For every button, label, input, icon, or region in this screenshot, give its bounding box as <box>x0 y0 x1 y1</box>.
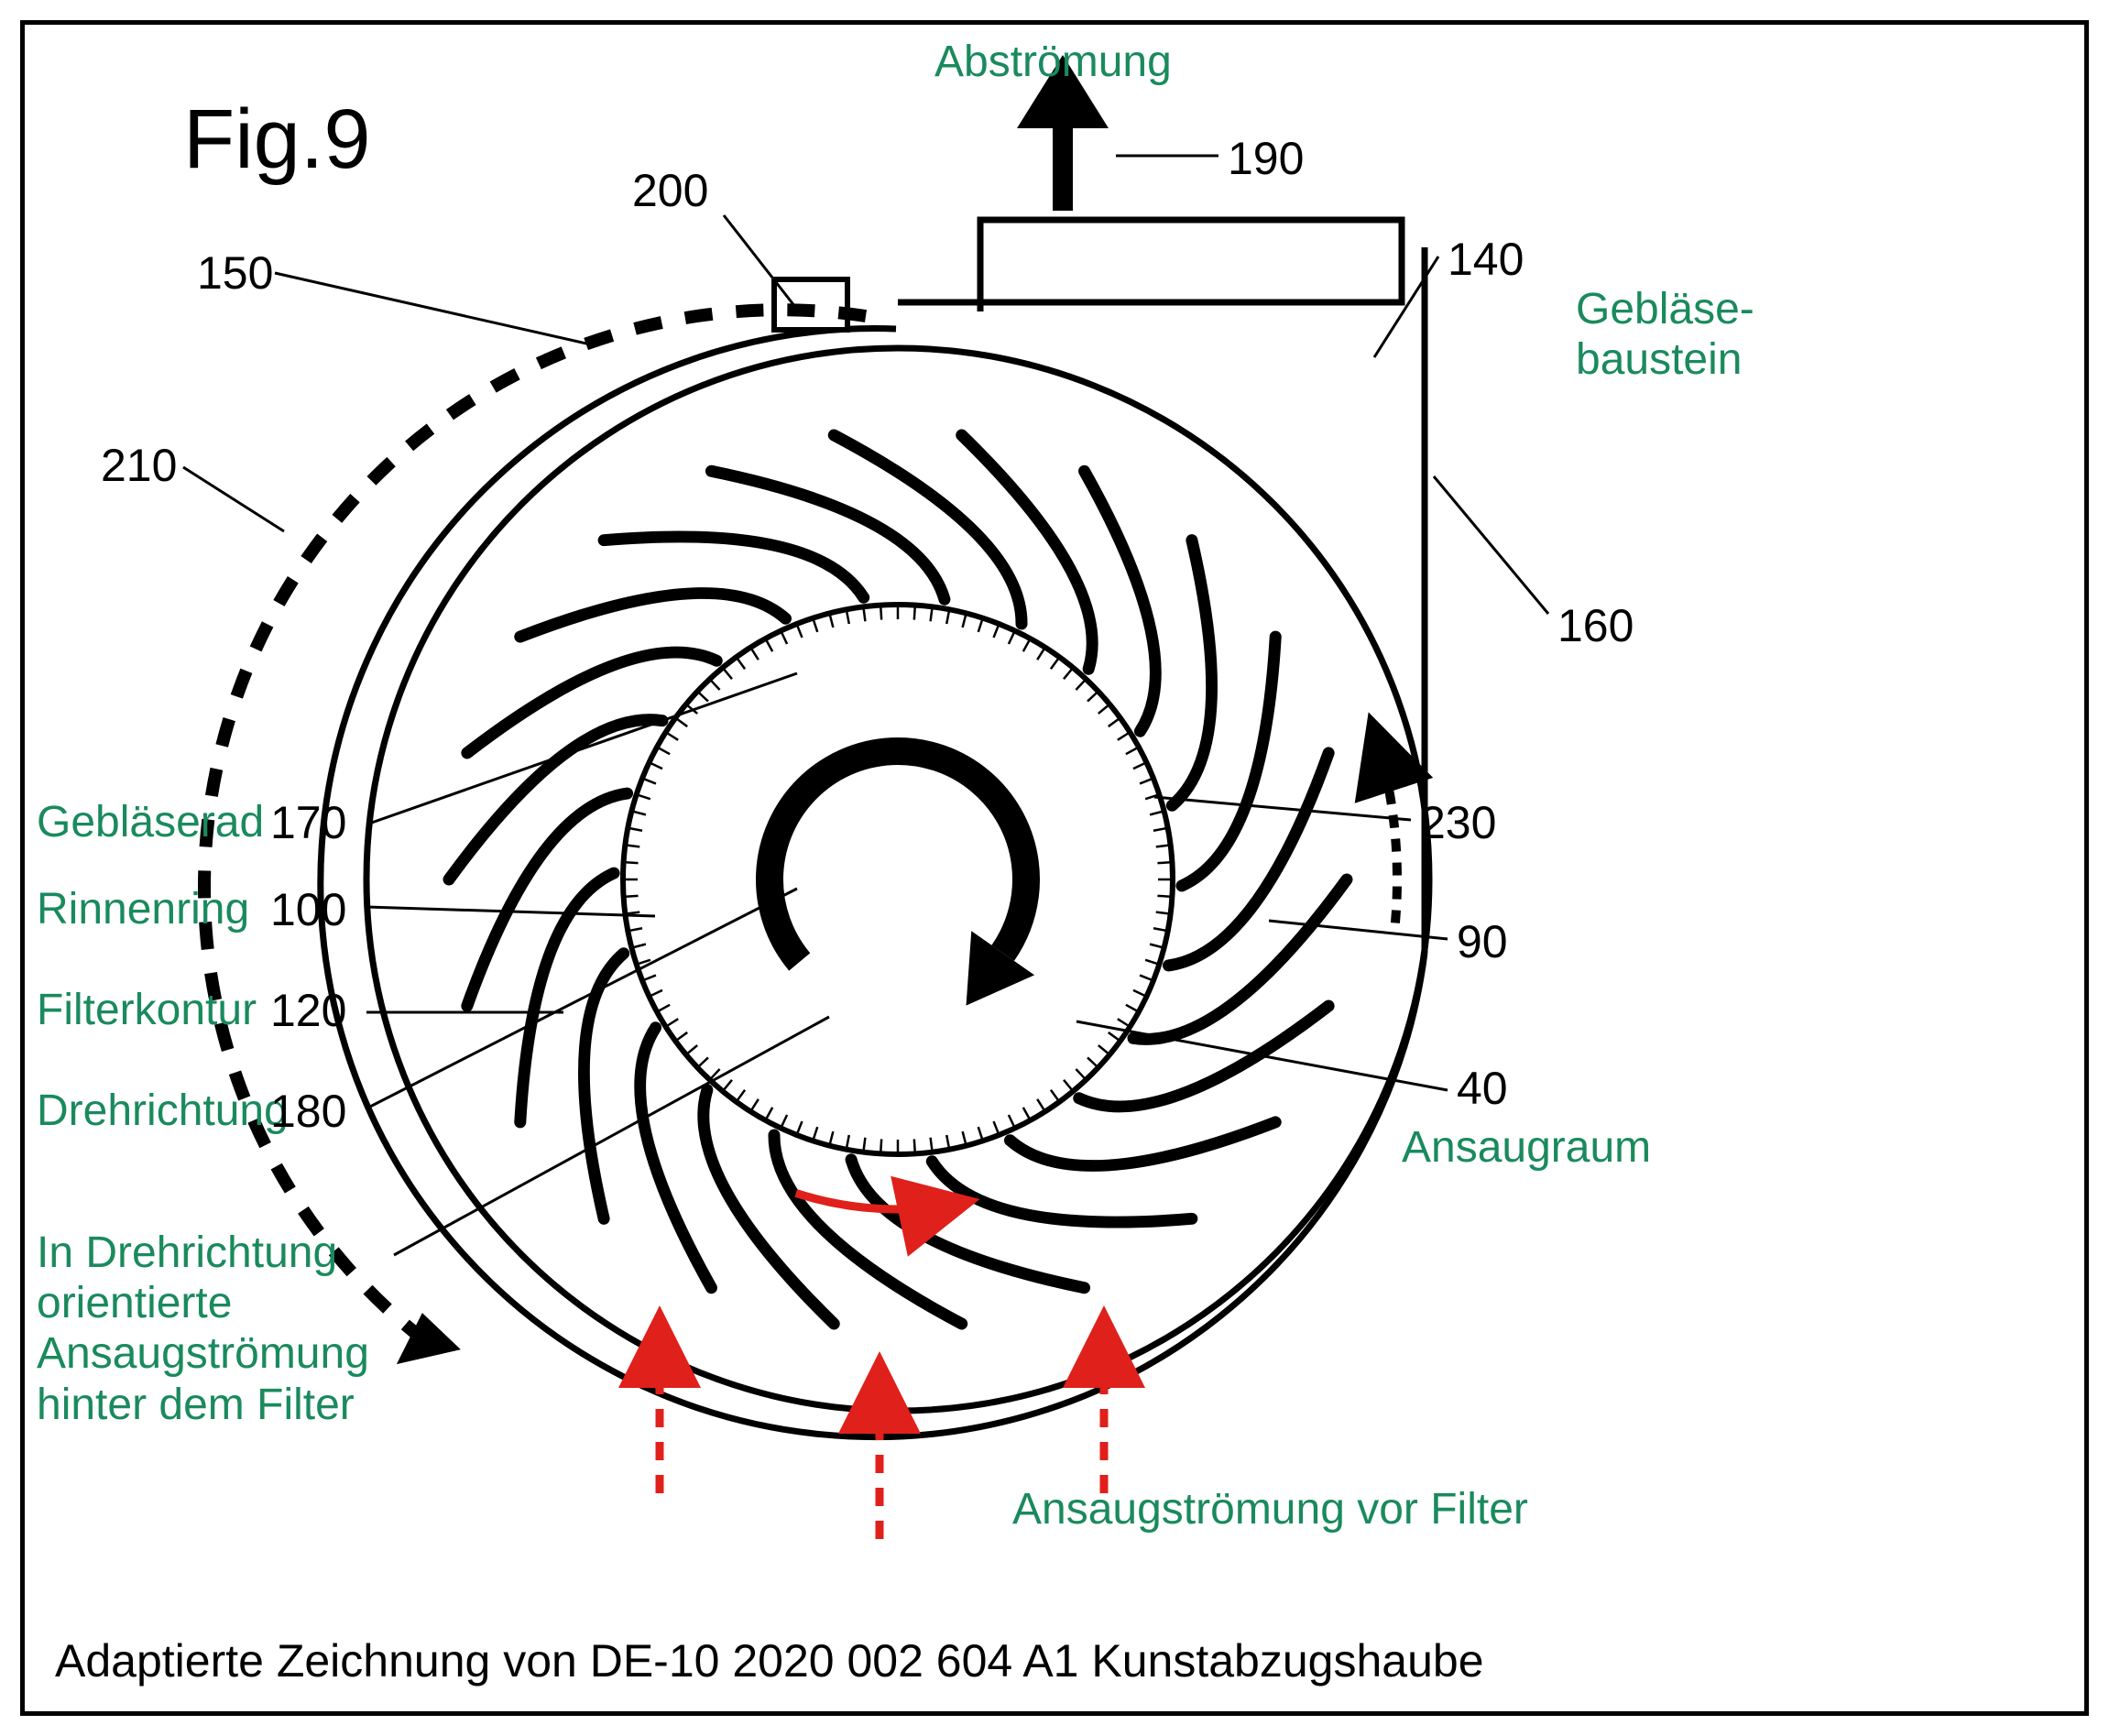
label-in-drehrichtung: In DrehrichtungorientierteAnsaugströmung… <box>37 1228 421 1430</box>
label-ansaug-vor-filter: Ansaugströmung vor Filter <box>1012 1484 1528 1534</box>
label-geblaese-baustein: Gebläse-baustein <box>1576 284 1754 385</box>
label-filterkontur: Filterkontur <box>37 985 257 1035</box>
callout-160: 160 <box>1557 600 1634 653</box>
figure-title: Fig.9 <box>183 92 371 189</box>
label-rinnenring: Rinnenring <box>37 884 249 934</box>
callout-180: 180 <box>270 1086 346 1139</box>
callout-120: 120 <box>270 985 346 1038</box>
patent-figure: Fig.9 Abströmung Gebläse-baustein Gebläs… <box>0 0 2109 1736</box>
callout-40: 40 <box>1457 1063 1508 1116</box>
callout-200: 200 <box>632 165 708 218</box>
callout-150: 150 <box>197 247 273 300</box>
label-drehrichtung: Drehrichtung <box>37 1086 289 1136</box>
label-geblaeserad: Gebläserad <box>37 797 264 847</box>
callout-210: 210 <box>101 440 177 493</box>
technical-drawing <box>0 0 2109 1736</box>
callout-90: 90 <box>1457 916 1508 969</box>
callout-140: 140 <box>1448 234 1524 287</box>
callout-170: 170 <box>270 797 346 850</box>
callout-190: 190 <box>1228 133 1304 186</box>
callout-100: 100 <box>270 884 346 937</box>
label-ansaugraum: Ansaugraum <box>1402 1122 1651 1173</box>
caption: Adaptierte Zeichnung von DE-10 2020 002 … <box>55 1635 1484 1688</box>
callout-230: 230 <box>1420 797 1496 850</box>
label-abstroemung: Abströmung <box>934 37 1172 87</box>
